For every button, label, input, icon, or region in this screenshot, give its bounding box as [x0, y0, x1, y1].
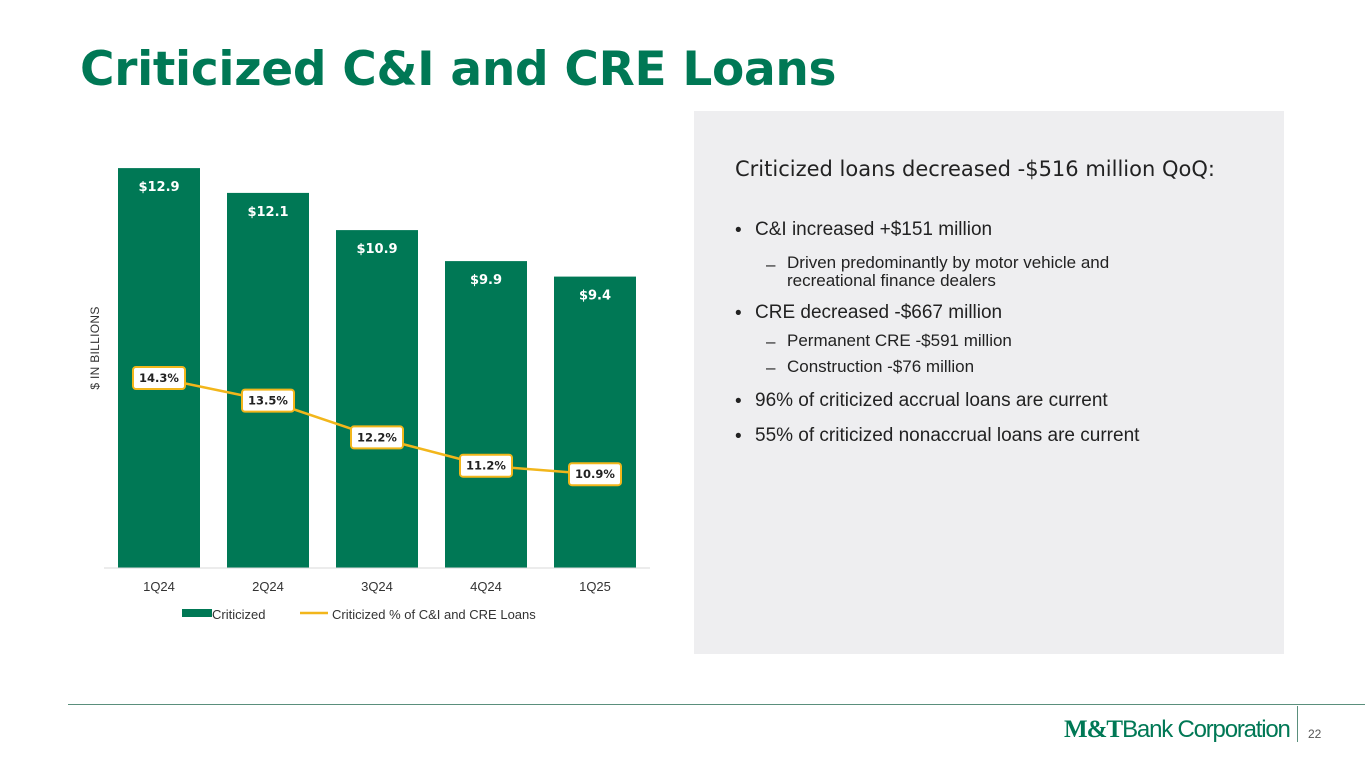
point-ci-driver: Driven predominantly by motor vehicle an… — [787, 253, 1110, 290]
point-permanent-cre: Permanent CRE -$591 million — [787, 331, 1012, 350]
page-number: 22 — [1308, 727, 1322, 741]
point-construction: Construction -$76 million — [787, 357, 975, 376]
bullet-icon: • — [735, 303, 742, 324]
pct-point-label: 10.9% — [568, 462, 622, 487]
bullet-icon: • — [735, 426, 742, 447]
y-axis-label: $ IN BILLIONS — [88, 306, 102, 389]
pct-label-box — [459, 453, 513, 478]
bar-value-label: $12.1 — [247, 205, 288, 220]
pct-point-label: 14.3% — [132, 366, 186, 390]
legend-swatch-criticized — [182, 609, 212, 617]
criticized-loans-chart: $ IN BILLIONS $12.9 $12.1 $10.9 $9.9 $9.4 14… — [88, 168, 650, 622]
pct-label-box — [350, 425, 404, 450]
bullet-icon: • — [735, 391, 742, 412]
panel-heading: Criticized loans decreased -$516 million… — [735, 157, 1215, 181]
bullet-icon: • — [735, 220, 742, 241]
point-ci-increased: C&I increased +$151 million — [755, 219, 993, 240]
dash-icon: – — [766, 332, 776, 351]
dash-icon: – — [766, 358, 776, 377]
bar-value-label: $9.4 — [579, 289, 611, 304]
bar-value-label: $12.9 — [138, 180, 179, 195]
x-tick-label: 2Q24 — [252, 579, 284, 594]
pct-label-box — [132, 366, 186, 390]
pct-point-label: 12.2% — [350, 425, 404, 450]
pct-value-label: 11.2% — [466, 459, 506, 473]
bar-1q25 — [554, 276, 636, 568]
dash-icon: – — [766, 255, 776, 274]
pct-value-label: 14.3% — [139, 371, 179, 385]
x-tick-label: 4Q24 — [470, 579, 502, 594]
logo-mt: M&T — [1064, 716, 1123, 743]
pct-value-label: 10.9% — [575, 467, 615, 481]
page-title: Criticized C&I and CRE Loans — [80, 42, 837, 97]
logo-separator — [1297, 706, 1298, 742]
legend-label-criticized: Criticized — [212, 607, 265, 622]
company-logo: M&TBank Corporation — [1064, 716, 1291, 744]
x-tick-label: 1Q24 — [143, 579, 175, 594]
bar-4q24 — [445, 261, 527, 568]
bar-2q24 — [227, 192, 309, 568]
pct-value-label: 13.5% — [248, 394, 288, 408]
point-nonaccrual-current: 55% of criticized nonaccrual loans are c… — [755, 425, 1140, 446]
legend: Criticized Criticized % of C&I and CRE L… — [182, 607, 536, 622]
pct-value-label: 12.2% — [357, 430, 397, 444]
commentary-panel: Criticized loans decreased -$516 million… — [694, 111, 1284, 654]
bar-value-label: $9.9 — [470, 273, 502, 288]
legend-label-criticized-pct: Criticized % of C&I and CRE Loans — [332, 607, 536, 622]
point-accrual-current: 96% of criticized accrual loans are curr… — [755, 390, 1108, 411]
pct-label-box — [568, 462, 622, 487]
logo-bank-corporation: Bank Corporation — [1122, 716, 1291, 743]
bar-3q24 — [336, 230, 418, 568]
pct-point-label: 13.5% — [241, 388, 295, 413]
x-tick-label: 3Q24 — [361, 579, 393, 594]
pct-point-label: 11.2% — [459, 453, 513, 478]
point-cre-decreased: CRE decreased -$667 million — [755, 302, 1003, 323]
bar-value-label: $10.9 — [356, 242, 397, 257]
x-tick-label: 1Q25 — [579, 579, 611, 594]
footer-divider — [68, 704, 1365, 705]
pct-label-box — [241, 388, 295, 413]
